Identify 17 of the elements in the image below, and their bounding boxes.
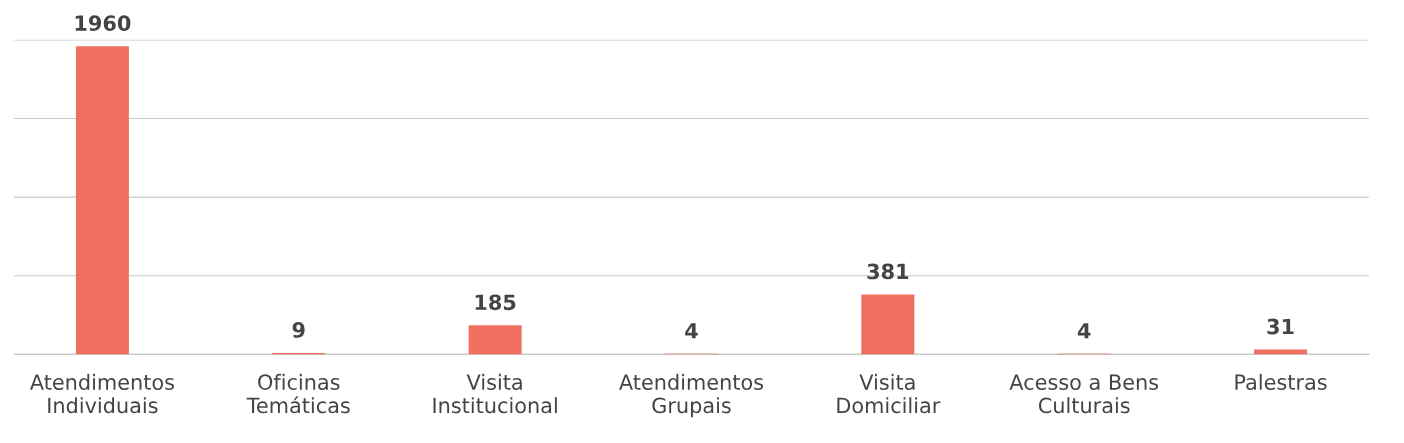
x-tick-label: Palestras — [1235, 373, 1327, 390]
data-label: 4 — [685, 323, 698, 339]
x-tick-label: Visita Institucional — [433, 373, 557, 414]
x-tick-label: Oficinas Temáticas — [246, 373, 350, 414]
data-label: 185 — [475, 294, 516, 311]
data-label: 4 — [1077, 323, 1091, 339]
x-tick-label: Acesso a Bens Culturais — [1009, 374, 1159, 414]
x-tick-label: Atendimentos Grupais — [619, 373, 764, 418]
bar — [468, 325, 522, 355]
data-label: 381 — [867, 263, 909, 280]
x-tick-label: Visita Domiciliar — [837, 373, 941, 414]
data-label: 1960 — [75, 15, 131, 32]
bar — [861, 294, 915, 355]
x-tick-label: Atendimentos Individuais — [29, 373, 174, 414]
data-label: 31 — [1267, 318, 1294, 335]
data-label: 9 — [292, 322, 305, 338]
bar — [75, 46, 129, 355]
